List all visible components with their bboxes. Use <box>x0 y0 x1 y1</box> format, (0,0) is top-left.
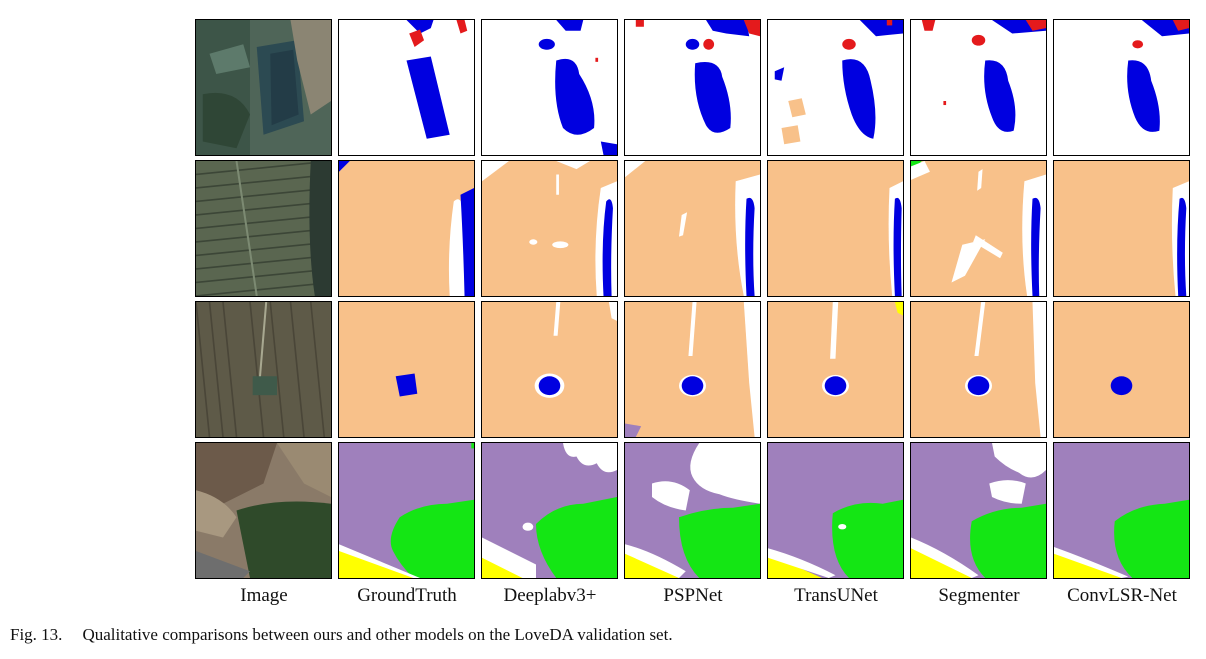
panel-r3-segmenter <box>910 301 1047 438</box>
panel-r1-image <box>195 19 332 156</box>
panel-r1-pspnet <box>624 19 761 156</box>
panel-r4-transunet <box>767 442 904 579</box>
panel-r1-groundtruth <box>338 19 475 156</box>
panel-r4-pspnet <box>624 442 761 579</box>
panel-r3-deeplabv3 <box>481 301 618 438</box>
panel-r3-image <box>195 301 332 438</box>
column-label-groundtruth: GroundTruth <box>357 585 457 606</box>
panel-r2-deeplabv3 <box>481 160 618 297</box>
panel-r2-convlsrnet <box>1053 160 1190 297</box>
panel-r2-pspnet <box>624 160 761 297</box>
column-label-image: Image <box>240 585 288 606</box>
panel-r4-deeplabv3 <box>481 442 618 579</box>
column-label-segmenter: Segmenter <box>938 585 1020 606</box>
panel-r2-transunet <box>767 160 904 297</box>
panel-r1-deeplabv3 <box>481 19 618 156</box>
panel-r3-convlsrnet <box>1053 301 1190 438</box>
panel-r4-segmenter <box>910 442 1047 579</box>
caption-number: Fig. 13. <box>10 625 63 644</box>
panel-r2-image <box>195 160 332 297</box>
panel-r2-groundtruth <box>338 160 475 297</box>
column-label-deeplabv3: Deeplabv3+ <box>503 585 597 606</box>
panel-r4-convlsrnet <box>1053 442 1190 579</box>
column-label-convlsrnet: ConvLSR-Net <box>1067 585 1177 606</box>
column-label-transunet: TransUNet <box>794 585 878 606</box>
figure-caption: Fig. 13. Qualitative comparisons between … <box>10 624 673 646</box>
panel-r3-groundtruth <box>338 301 475 438</box>
panel-r4-groundtruth <box>338 442 475 579</box>
panel-r1-segmenter <box>910 19 1047 156</box>
panel-r3-pspnet <box>624 301 761 438</box>
panel-r3-transunet <box>767 301 904 438</box>
panel-r1-convlsrnet <box>1053 19 1190 156</box>
panel-r2-segmenter <box>910 160 1047 297</box>
panel-r4-image <box>195 442 332 579</box>
column-label-pspnet: PSPNet <box>663 585 723 606</box>
caption-text: Qualitative comparisons between ours and… <box>82 625 673 644</box>
panel-r1-transunet <box>767 19 904 156</box>
